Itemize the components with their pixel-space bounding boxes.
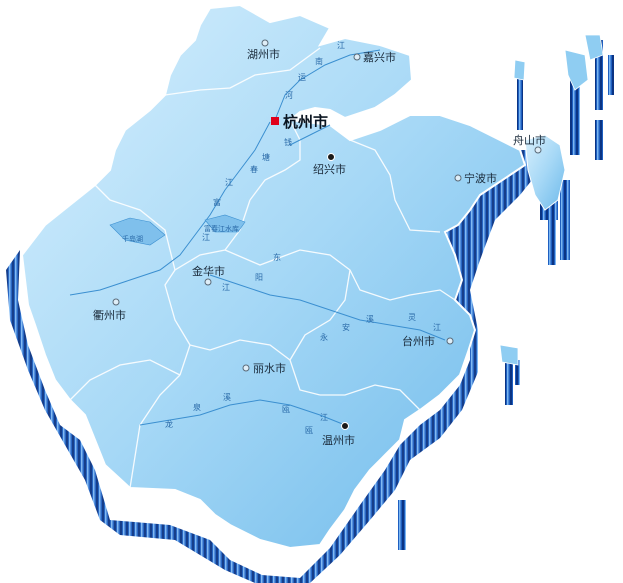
river-label: 龙 [165,419,173,429]
river-label: 河 [285,90,293,100]
map-land [20,3,604,550]
city-lishui[interactable]: 丽水市 [242,361,286,375]
circle-marker-icon [353,53,361,61]
city-label: 宁波市 [464,171,497,185]
city-jinhua[interactable]: 金华市 [192,264,225,286]
river-label: 塘 [262,152,270,162]
river-label: 溪 [223,392,231,402]
river-label: 泉 [193,402,201,412]
city-label: 嘉兴市 [363,50,396,64]
river-label: 安 [342,322,350,332]
city-label: 丽水市 [253,361,286,375]
city-label: 衢州市 [93,308,126,322]
river-label: 江 [202,233,210,242]
capital-label: 杭州市 [283,113,328,131]
lake-labels: 千岛湖 富春江水库 [122,224,239,243]
city-quzhou[interactable]: 衢州市 [93,298,126,322]
river-label: 运 [298,73,306,82]
city-jiaxing[interactable]: 嘉兴市 [353,50,396,64]
river-label: 瓯 [282,405,290,414]
city-ningbo[interactable]: 宁波市 [454,171,497,185]
circle-marker-icon [261,39,269,47]
river-labels: 江 南 运 河 钱 塘 江 富 春 江 阳 东 江 永 安 溪 灵 江 瓯 江 … [165,41,441,435]
city-shaoxing[interactable]: 绍兴市 [313,153,346,177]
prefecture-borders [69,47,456,489]
city-label: 金华市 [192,264,225,278]
river-label: 东 [273,252,281,262]
river-label: 江 [225,178,233,187]
river-label: 灵 [408,313,416,322]
lake-label-qiandaohu: 千岛湖 [122,234,143,243]
river-label: 春 [250,164,258,174]
city-label: 绍兴市 [313,162,346,176]
city-huzhou[interactable]: 湖州市 [247,39,280,61]
lakes [109,214,246,246]
river-label: 江 [337,41,345,50]
river-label: 南 [315,56,323,66]
circle-marker-icon [454,174,462,182]
city-label: 舟山市 [513,133,546,147]
river-label: 江 [222,283,230,292]
capital-square-marker [271,117,279,125]
city-label: 台州市 [402,334,435,348]
circle-marker-icon [112,298,120,306]
circle-marker-icon [446,337,454,345]
river-label: 江 [320,413,328,422]
river-label: 永 [320,332,328,342]
city-wenzhou[interactable]: 温州市 [322,422,355,448]
river-label: 瓯 [305,426,313,435]
circle-marker-icon [534,146,542,154]
city-zhoushan[interactable]: 舟山市 [513,133,546,154]
city-taizhou[interactable]: 台州市 [402,334,454,348]
river-label: 溪 [366,314,374,324]
capital-hangzhou[interactable]: 杭州市 [271,113,328,131]
lake-label-fuchunjiang-reservoir: 富春江水库 [204,224,239,233]
circle-marker-icon [242,364,250,372]
city-label: 温州市 [322,433,355,447]
dot-marker-icon [327,153,335,161]
river-label: 阳 [255,273,263,282]
river-label: 钱 [284,137,292,147]
river-label: 富 [213,197,221,207]
circle-marker-icon [204,278,212,286]
city-label: 湖州市 [247,47,280,61]
dot-marker-icon [341,422,349,430]
river-label: 江 [433,323,441,332]
